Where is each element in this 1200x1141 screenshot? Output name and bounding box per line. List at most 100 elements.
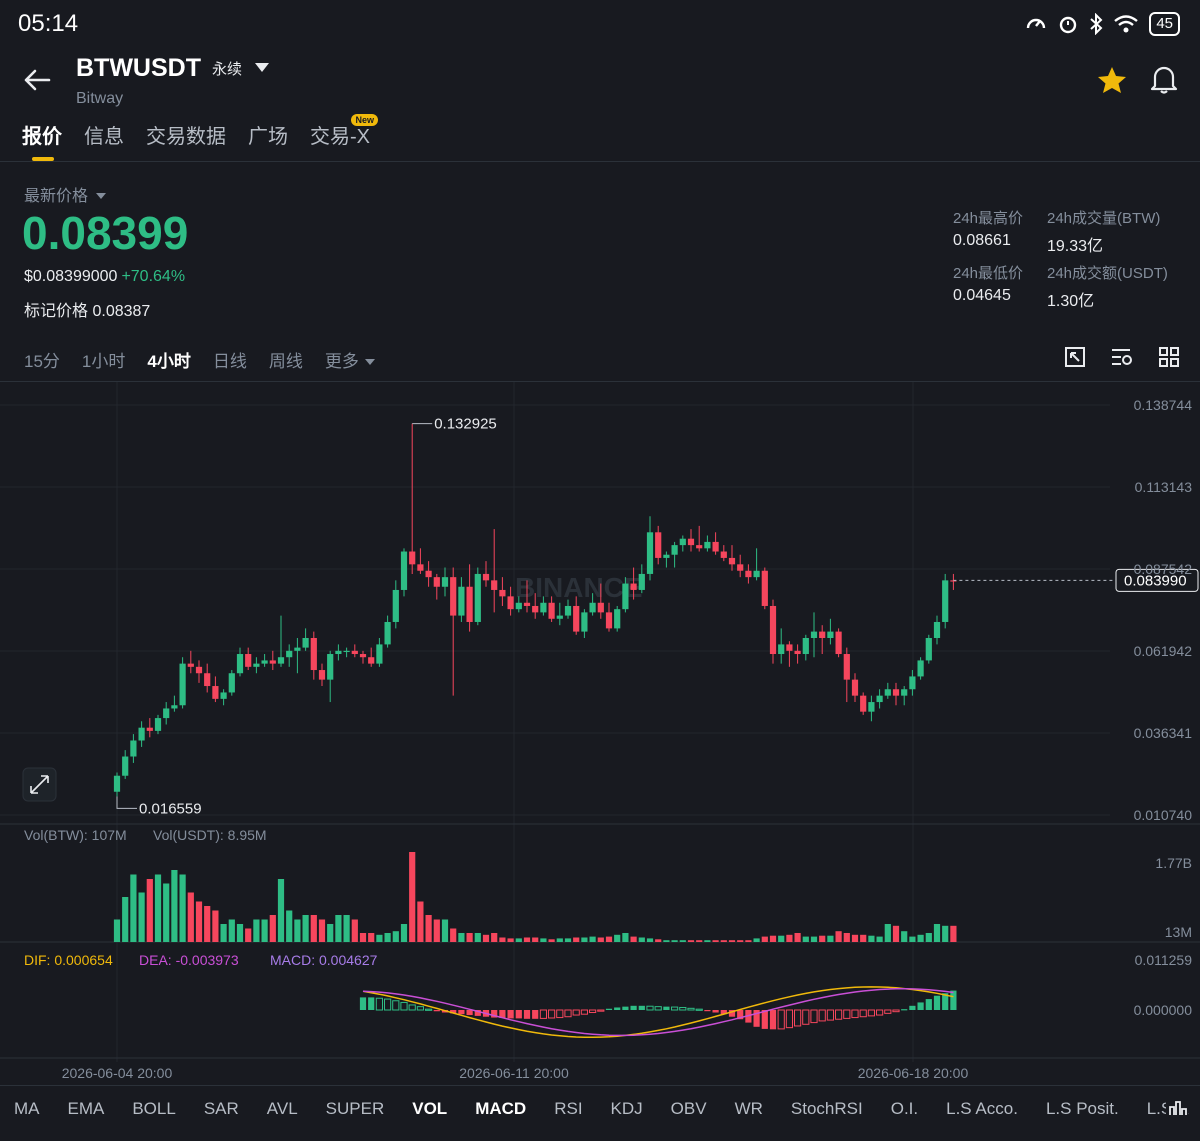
volume-bar [228,919,235,942]
candle-body [138,727,145,741]
volume-bar [843,933,850,942]
candle-body [400,551,408,590]
tab-quote[interactable]: 报价 [22,120,62,161]
interval-1h[interactable]: 1小时 [81,352,126,371]
volume-bar [466,933,473,942]
interval-15m[interactable]: 15分 [24,352,60,371]
candle-body [122,756,129,776]
indicator-tab-vol[interactable]: VOL [412,1098,448,1118]
candle-body [843,654,850,680]
volume-bar [778,935,785,942]
candlestick-chart[interactable]: BINANCE 0.083990 0.132925 0.016559 0.138… [0,382,1200,1086]
candle-body [589,602,596,613]
candle-body [376,644,383,664]
indicator-tab-obv[interactable]: OBV [670,1098,707,1118]
tab-trade-x[interactable]: 交易-X New [310,114,378,149]
indicator-tab-l-s-acco-[interactable]: L.S Acco. [946,1098,1018,1118]
dropdown-caret-icon[interactable] [254,62,270,74]
indicator-tab-macd[interactable]: MACD [475,1098,527,1118]
settings-list-icon[interactable] [1110,346,1134,368]
interval-1d[interactable]: 日线 [212,352,247,371]
candle-body [646,532,654,574]
candle-body [212,686,219,699]
tab-square[interactable]: 广场 [248,126,288,148]
indicator-tab-stochrsi[interactable]: StochRSI [790,1098,863,1118]
latest-price-label[interactable]: 最新价格 [24,182,107,206]
candle-body [712,541,719,552]
macd-bar [794,1009,802,1027]
volume-bar [409,852,416,942]
macd-bar [785,1009,793,1029]
candle-body [819,631,826,639]
star-icon[interactable] [1097,66,1127,94]
stat-high-value: 0.08661 [953,232,1011,249]
candle-body [466,586,473,622]
volume-bar [384,933,391,942]
indicator-tab-o-i-[interactable]: O.I. [890,1098,919,1118]
candle-body [179,663,186,706]
interval-4h[interactable]: 4小时 [147,352,191,371]
candle-body [761,570,768,606]
indicator-settings-icon[interactable] [1166,1097,1188,1119]
vol-axis-top: 1.77B [1155,855,1192,871]
new-badge: New [351,114,378,126]
volume-bar [884,924,891,942]
candle-body [433,577,440,587]
macd-bar [622,1006,629,1010]
current-price-box [1115,568,1199,592]
candle-body [450,577,457,616]
macd-label: MACD: 0.004627 [270,952,378,968]
tab-trading-data[interactable]: 交易数据 [146,126,226,148]
interval-more[interactable]: 更多 [325,347,376,372]
contract-type: 永续 [212,61,243,78]
volume-bar [761,936,768,942]
candle-body [286,650,293,658]
indicator-tab-ema[interactable]: EMA [67,1098,105,1118]
grid-icon[interactable] [1158,346,1180,368]
candle-body [581,612,588,632]
macd-bar [597,1009,605,1012]
candle-body [892,689,900,696]
macd-bar [826,1009,834,1021]
indicator-tab-kdj[interactable]: KDJ [610,1098,643,1118]
macd-bar [392,1000,400,1011]
indicator-tab-boll[interactable]: BOLL [132,1098,176,1118]
macd-bar [942,993,949,1010]
macd-bar [638,1005,645,1010]
tab-info[interactable]: 信息 [84,126,124,148]
price-axis-label: 0.010740 [1134,807,1193,823]
tabs-divider [0,161,1200,162]
macd-bar [884,1009,892,1014]
expand-icon[interactable] [22,767,57,802]
indicator-tab-l-s-posit-[interactable]: L.S Posit. [1045,1098,1119,1118]
candle-body [810,631,818,639]
back-arrow-icon[interactable] [22,66,52,94]
volume-bars [113,852,957,942]
bell-icon[interactable] [1150,64,1178,94]
candle-body [187,663,194,667]
volume-bar [622,933,629,942]
latest-price-label-text: 最新价格 [24,188,89,205]
macd-axis-top: 0.011259 [1135,952,1193,968]
candle-body [704,541,711,549]
fullscreen-icon[interactable] [1064,346,1086,368]
macd-bar [458,1010,465,1015]
indicator-tab-wr[interactable]: WR [734,1098,763,1118]
interval-1w[interactable]: 周线 [268,352,303,371]
indicator-tab-ma[interactable]: MA [14,1098,40,1118]
candle-body [146,727,153,731]
volume-bar [835,931,842,942]
indicator-tab-rsi[interactable]: RSI [554,1098,583,1118]
indicator-tab-sar[interactable]: SAR [203,1098,239,1118]
volume-bar [876,936,883,942]
macd-bar [679,1006,687,1011]
candle-body [720,551,727,558]
volume-bar [942,925,949,942]
macd-bar [499,1010,506,1018]
indicator-tab-avl[interactable]: AVL [266,1098,298,1118]
volume-bar [720,940,727,942]
indicator-tab-super[interactable]: SUPER [325,1098,385,1118]
macd-bar [466,1010,473,1016]
volume-bar [827,935,834,942]
symbol-title[interactable]: BTWUSDT [76,54,201,82]
